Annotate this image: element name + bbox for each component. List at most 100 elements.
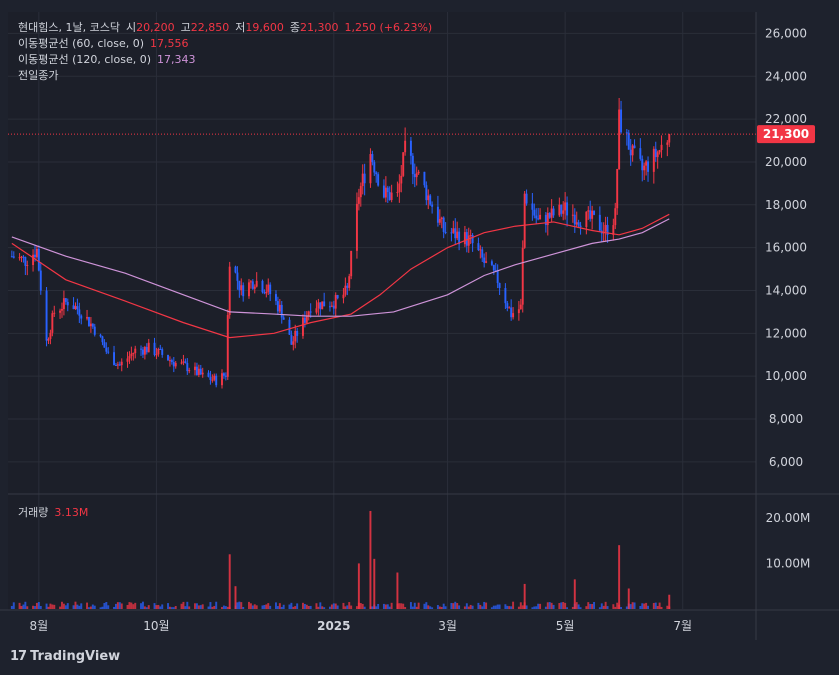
- candle-body: [490, 261, 493, 265]
- volume-bar: [24, 601, 27, 609]
- candle-body: [49, 332, 52, 340]
- volume-bar: [282, 604, 285, 609]
- volume-bar: [170, 607, 173, 609]
- candle-body: [585, 211, 588, 228]
- volume-bar: [479, 604, 482, 609]
- candle-body: [186, 362, 189, 372]
- volume-legend[interactable]: 거래량 3.13M: [18, 505, 88, 521]
- candle-body: [134, 348, 137, 354]
- candle-body: [147, 342, 150, 353]
- candle-body: [633, 145, 636, 149]
- candle-body: [438, 219, 441, 223]
- candle-body: [531, 203, 534, 210]
- volume-bar: [492, 605, 495, 609]
- volume-bar: [598, 607, 601, 609]
- candle-body: [155, 354, 158, 356]
- volume-bar: [359, 603, 362, 609]
- volume-bar: [141, 601, 144, 609]
- candle-body: [444, 231, 447, 233]
- candle-body: [423, 171, 426, 186]
- volume-bar: [660, 606, 663, 609]
- candle-body: [103, 342, 106, 348]
- volume-bar: [579, 607, 582, 609]
- volume-bar: [321, 606, 324, 609]
- volume-bar: [386, 604, 389, 609]
- time-tick-label: 8월: [30, 619, 49, 633]
- volume-bar: [128, 602, 131, 609]
- volume-bar: [93, 605, 96, 609]
- ma60-legend[interactable]: 이동평균선 (60, close, 0) 17,556: [18, 36, 189, 52]
- volume-value: 3.13M: [54, 506, 89, 519]
- candle-body: [388, 192, 391, 200]
- candle-body: [93, 326, 96, 335]
- time-tick-label: 10월: [143, 619, 169, 633]
- volume-bar: [238, 601, 241, 609]
- volume-bar: [558, 603, 561, 609]
- volume-bar: [535, 606, 538, 609]
- candle-body: [91, 323, 94, 327]
- candle-body: [616, 169, 619, 209]
- candle-body: [614, 208, 617, 226]
- candle-body: [61, 309, 63, 311]
- volume-bar: [197, 605, 200, 609]
- volume-bar: [409, 602, 412, 609]
- candle-body: [128, 356, 131, 359]
- candle-body: [99, 334, 102, 337]
- volume-bar: [222, 605, 225, 609]
- candle-body: [558, 204, 561, 216]
- volume-bar: [213, 605, 216, 609]
- candle-body: [74, 306, 77, 310]
- candle-body: [562, 210, 565, 214]
- volume-bar: [647, 605, 650, 609]
- volume-bar: [571, 606, 574, 609]
- volume-bar: [537, 603, 540, 609]
- candle-body: [330, 305, 333, 307]
- candle-body: [660, 144, 663, 151]
- volume-bar: [334, 603, 337, 609]
- candle-body: [261, 280, 264, 293]
- volume-bar: [417, 602, 420, 609]
- ma120-label: 이동평균선 (120, close, 0): [18, 53, 151, 66]
- price-tick-label: 24,000: [765, 69, 807, 83]
- candle-body: [24, 257, 27, 266]
- ohlc-legend: 현대힘스, 1날, 코스닥 시20,200 고22,850 저19,600 종21,30…: [18, 20, 432, 36]
- volume-bar: [47, 606, 50, 609]
- candle-body: [236, 272, 239, 281]
- volume-bar: [332, 603, 335, 609]
- candle-body: [598, 214, 601, 231]
- ma120-legend[interactable]: 이동평균선 (120, close, 0) 17,343: [18, 52, 196, 68]
- candle-body: [494, 270, 497, 272]
- candle-body: [307, 311, 310, 317]
- volume-bar: [560, 602, 563, 609]
- prev-close-legend[interactable]: 전일종가: [18, 68, 58, 84]
- candle-body: [309, 311, 312, 313]
- time-tick-label: 5월: [556, 619, 575, 633]
- candle-body: [463, 232, 466, 245]
- candle-body: [647, 161, 650, 172]
- candle-body: [226, 315, 229, 377]
- volume-bar: [344, 606, 347, 609]
- volume-bar: [132, 604, 135, 609]
- candle-body: [39, 270, 42, 291]
- candle-body: [78, 309, 81, 316]
- candle-body: [182, 361, 185, 363]
- volume-bar: [506, 605, 509, 609]
- candle-body: [269, 284, 272, 295]
- time-tick-label: 7월: [673, 619, 692, 633]
- volume-label: 거래량: [18, 506, 49, 519]
- axes: 21,300 6,000 8,000 10,000 12,000 14,000 16,000…: [30, 26, 815, 633]
- volume-bar: [604, 601, 607, 609]
- price-tick-label: 26,000: [765, 26, 807, 40]
- candle-body: [34, 254, 36, 258]
- candle-body: [525, 193, 528, 204]
- volume-bar: [269, 605, 272, 609]
- tradingview-logo[interactable]: 17 TradingView: [10, 649, 120, 664]
- candle-body: [296, 330, 299, 336]
- candle-body: [222, 373, 225, 376]
- volume-bar: [641, 603, 644, 609]
- candle-body: [116, 364, 119, 366]
- price-tick-label: 14,000: [765, 283, 807, 297]
- candle-body: [145, 347, 148, 353]
- candle-body: [579, 225, 582, 228]
